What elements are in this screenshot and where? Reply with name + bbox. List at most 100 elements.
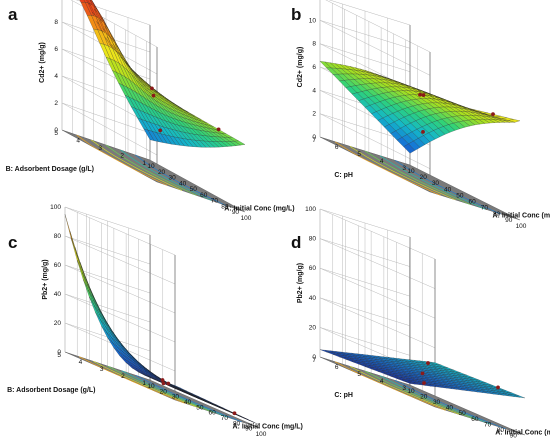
surface-cell xyxy=(234,140,246,146)
floor-contour xyxy=(107,365,214,413)
floor-contour xyxy=(364,370,476,420)
z-gridline xyxy=(319,297,436,349)
design-point xyxy=(491,112,495,117)
z-tick-label: 60 xyxy=(54,262,62,269)
response-surface xyxy=(319,61,521,154)
design-point xyxy=(422,381,426,385)
response-surface xyxy=(64,214,261,426)
z-tick-label: 0 xyxy=(312,354,316,361)
y-tick-label: 7 xyxy=(312,357,316,364)
y-tick-label: 4 xyxy=(380,378,384,385)
floor-contour xyxy=(379,375,491,425)
floor-contour xyxy=(121,370,228,418)
x-tick-label: 10 xyxy=(407,168,415,175)
z-tick-label: 0 xyxy=(54,127,58,134)
panel-b: 02468101210203040506070809010034567Cd2+ … xyxy=(291,0,550,230)
panel-label: a xyxy=(8,5,18,24)
floor-contour xyxy=(334,141,441,196)
panel-label: c xyxy=(8,233,17,252)
z-tick-label: 6 xyxy=(312,64,316,71)
floor-contour xyxy=(105,144,197,196)
x-axis-label: A: Initial Conc (mg/L) xyxy=(233,423,303,430)
y-tick-label: 5 xyxy=(57,352,61,359)
back-walls xyxy=(61,0,158,183)
x-tick-label: 100 xyxy=(516,223,527,230)
floor-contour xyxy=(334,361,446,411)
y-tick-label: 1 xyxy=(142,160,146,167)
z-axis-label: Pb2+ (mg/g) xyxy=(42,259,49,299)
surface-cell xyxy=(88,289,100,314)
z-tick-label: 0 xyxy=(57,349,61,356)
z-tick-label: 8 xyxy=(54,19,58,26)
x-tick-label: 90 xyxy=(505,217,513,224)
design-point xyxy=(216,127,221,132)
floor-contour xyxy=(120,149,212,201)
floor-contour xyxy=(135,154,227,206)
x-axis-label: A: Initial Conc (mg/L) xyxy=(224,206,294,213)
x-tick-label: 30 xyxy=(172,394,180,401)
z-gridline xyxy=(319,267,436,319)
x-tick-label: 20 xyxy=(420,174,428,181)
z-axis-label: Cd2+ (mg/g) xyxy=(39,42,46,83)
floor-contour xyxy=(79,356,186,404)
surface-cell xyxy=(508,119,521,123)
floor-contour xyxy=(364,150,471,205)
design-point xyxy=(421,130,425,134)
y-tick-label: 2 xyxy=(120,153,124,160)
x-tick-label: 60 xyxy=(468,199,476,206)
x-tick-label: 40 xyxy=(446,405,454,412)
design-point xyxy=(161,381,166,386)
design-point xyxy=(160,378,165,382)
x-tick-label: 20 xyxy=(160,388,168,395)
floor-contour xyxy=(91,139,183,191)
z-tick-label: 12 xyxy=(309,0,317,1)
x-tick-label: 80 xyxy=(221,203,229,210)
z-tick-label: 6 xyxy=(54,46,58,53)
y-axis-label: B: Adsorbent Dosage (g/L) xyxy=(6,166,94,173)
y-tick-label: 5 xyxy=(357,151,361,158)
z-axis-label: Cd2+ (mg/g) xyxy=(297,47,304,88)
z-tick-label: 40 xyxy=(54,291,62,298)
y-tick-label: 4 xyxy=(380,158,384,165)
z-tick-label: 4 xyxy=(312,87,316,94)
x-tick-label: 20 xyxy=(158,169,166,176)
x-tick-label: 80 xyxy=(493,211,501,218)
x-tick-label: 10 xyxy=(147,163,155,170)
x-tick-label: 20 xyxy=(420,394,428,401)
z-tick-label: 100 xyxy=(305,206,316,213)
z-tick-label: 4 xyxy=(54,73,58,80)
z-gridline xyxy=(64,293,176,343)
floor-contour xyxy=(349,146,456,201)
y-tick-label: 3 xyxy=(402,165,406,172)
x-tick-label: 70 xyxy=(211,198,219,205)
z-gridline xyxy=(64,235,176,285)
z-tick-label: 0 xyxy=(312,134,316,141)
x-tick-label: 80 xyxy=(233,420,241,427)
z-tick-label: 10 xyxy=(309,17,317,24)
x-tick-label: 30 xyxy=(168,175,176,182)
y-tick-label: 3 xyxy=(402,385,406,392)
panel-d: 02040608010010203040506070809010034567Pb… xyxy=(291,206,550,438)
x-tick-label: 90 xyxy=(232,209,240,216)
x-tick-label: 70 xyxy=(484,421,492,428)
design-point xyxy=(426,361,430,365)
floor-contour xyxy=(135,375,242,423)
y-tick-label: 3 xyxy=(100,366,104,373)
x-tick-label: 30 xyxy=(432,180,440,187)
x-tick-label: 100 xyxy=(241,215,252,222)
z-tick-label: 2 xyxy=(312,111,316,118)
x-tick-label: 50 xyxy=(190,186,198,193)
x-tick-label: 40 xyxy=(179,180,187,187)
x-tick-label: 30 xyxy=(433,399,441,406)
y-axis-label: C: pH xyxy=(334,392,353,399)
floor-contour xyxy=(76,134,168,186)
x-tick-label: 40 xyxy=(444,186,452,193)
panel-c: 02040608010010203040506070809010012345Pb… xyxy=(7,204,303,438)
design-point xyxy=(151,93,156,98)
y-tick-label: 4 xyxy=(79,359,83,366)
y-tick-label: 2 xyxy=(121,373,125,380)
z-tick-label: 80 xyxy=(309,236,317,243)
y-tick-label: 5 xyxy=(357,371,361,378)
x-axis-label: A: Initial Conc (mg/L) xyxy=(493,212,550,219)
